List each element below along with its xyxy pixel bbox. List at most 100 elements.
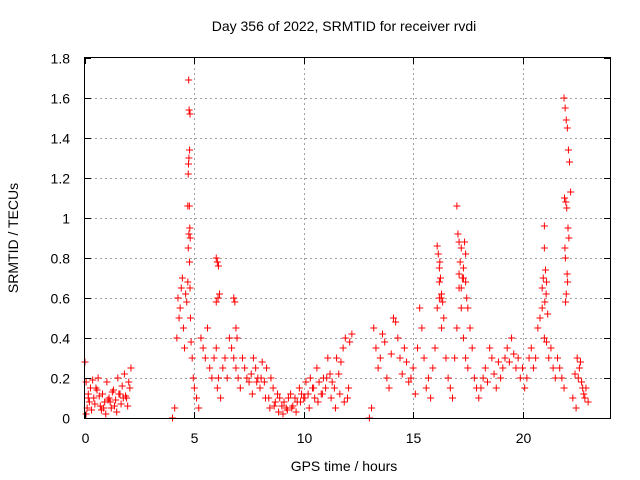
data-point: [184, 278, 192, 286]
data-point: [459, 264, 467, 272]
y-tick-label: 0.6: [51, 291, 71, 307]
data-point: [274, 390, 281, 398]
x-tick-label: 15: [406, 430, 422, 446]
data-point: [337, 358, 345, 366]
data-point: [288, 404, 296, 412]
data-point: [258, 358, 266, 366]
data-point: [214, 374, 222, 382]
data-point: [429, 364, 437, 372]
data-point: [540, 222, 548, 230]
data-point: [86, 384, 94, 392]
data-point: [454, 230, 462, 238]
data-point: [436, 258, 444, 266]
data-point: [190, 384, 198, 392]
data-point: [462, 250, 470, 258]
data-point: [400, 344, 408, 352]
data-point: [197, 334, 205, 342]
data-point: [287, 390, 295, 398]
data-point: [488, 354, 496, 362]
data-point: [387, 350, 395, 358]
data-point: [370, 324, 378, 332]
data-point: [436, 274, 444, 282]
data-point: [267, 374, 275, 382]
data-point: [442, 354, 450, 362]
data-point: [543, 338, 551, 346]
data-point: [275, 408, 283, 416]
data-point: [185, 230, 193, 238]
plot-frame: [84, 57, 611, 419]
data-point: [545, 354, 553, 362]
data-point: [584, 398, 592, 406]
data-point: [186, 110, 194, 118]
data-point: [418, 324, 426, 332]
data-point: [431, 344, 439, 352]
data-point: [84, 394, 92, 402]
data-point: [481, 364, 489, 372]
data-point: [439, 298, 447, 306]
data-point: [560, 384, 568, 392]
data-point: [230, 294, 238, 302]
data-point: [93, 386, 101, 394]
data-point: [301, 394, 309, 402]
data-point: [117, 400, 125, 408]
y-tick-labels: 0 0.2 0.4 0.6 0.8 1 1.2 1.4 1.6 1.8: [51, 51, 71, 427]
data-point: [178, 274, 186, 282]
data-point: [249, 354, 257, 362]
data-point: [475, 394, 483, 402]
data-point: [541, 298, 549, 306]
data-point: [183, 298, 191, 306]
data-point: [558, 374, 566, 382]
data-point: [231, 298, 239, 306]
data-point: [562, 290, 570, 298]
data-point: [470, 374, 478, 382]
data-point: [210, 354, 218, 362]
data-point: [221, 354, 229, 362]
y-axis-label: SRMTID / TECUs: [5, 183, 21, 293]
data-point: [82, 378, 90, 386]
data-point: [119, 394, 127, 402]
data-point: [563, 204, 571, 212]
data-point: [409, 364, 417, 372]
data-point: [313, 364, 321, 372]
data-point: [333, 354, 341, 362]
data-point: [462, 278, 470, 286]
data-point: [179, 324, 187, 332]
data-point: [534, 324, 542, 332]
data-point: [305, 404, 313, 412]
data-point: [241, 364, 249, 372]
data-point: [575, 364, 583, 372]
data-point: [564, 278, 572, 286]
data-point: [416, 304, 424, 312]
data-point: [440, 314, 448, 322]
data-point: [263, 364, 271, 372]
data-point: [573, 354, 581, 362]
data-point: [232, 324, 240, 332]
data-point: [85, 398, 93, 406]
data-point: [245, 378, 253, 386]
data-point: [389, 314, 397, 322]
data-point: [529, 364, 537, 372]
axis-ticks: [85, 58, 610, 419]
data-point: [444, 374, 452, 382]
data-point: [433, 242, 441, 250]
data-point: [464, 364, 472, 372]
data-point: [278, 402, 286, 410]
data-point: [175, 314, 183, 322]
data-point: [464, 304, 472, 312]
y-tick-label: 0.2: [51, 371, 71, 387]
data-point: [438, 324, 446, 332]
data-point: [252, 364, 260, 372]
data-point: [427, 394, 435, 402]
data-point: [572, 404, 580, 412]
data-point: [310, 384, 318, 392]
data-point: [463, 294, 471, 302]
data-point: [306, 374, 314, 382]
data-point: [108, 388, 116, 396]
data-point: [407, 374, 415, 382]
data-point: [125, 378, 133, 386]
data-point: [525, 354, 533, 362]
data-point: [184, 160, 192, 168]
x-tick-label: 20: [516, 430, 532, 446]
data-point: [348, 330, 356, 338]
data-point: [562, 116, 570, 124]
